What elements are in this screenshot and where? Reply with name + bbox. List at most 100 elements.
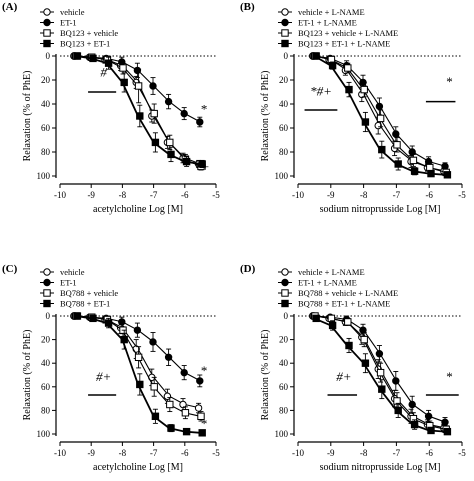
data-point-s3 bbox=[134, 82, 143, 90]
data-point-s4 bbox=[73, 52, 82, 60]
chart-panel-2: (B) 0 20 40 60 80 100-10 -9 -8 -7 -6 -5 sodium nitro… bbox=[240, 1, 466, 215]
y-axis-label: Relaxation (% of PhE) bbox=[22, 71, 33, 162]
data-point-s4 bbox=[151, 412, 160, 421]
x-tick-label: -10 bbox=[54, 448, 66, 458]
x-tick-label: -9 bbox=[327, 190, 335, 200]
y-tick-label: 80 bbox=[279, 147, 289, 157]
series-line-3 bbox=[314, 55, 446, 173]
x-axis-label: acetylcholine Log [M] bbox=[93, 204, 183, 215]
data-point-s3 bbox=[166, 400, 174, 409]
data-point-s4 bbox=[120, 335, 128, 344]
data-point-s2 bbox=[392, 130, 400, 138]
data-point-s2 bbox=[118, 318, 126, 326]
data-point-s2 bbox=[408, 400, 416, 409]
y-axis-label: Relaxation (% of PhE) bbox=[260, 330, 271, 421]
panel-label: (A) bbox=[2, 1, 18, 13]
data-point-s2 bbox=[408, 148, 416, 156]
x-tick-label: -6 bbox=[181, 448, 189, 458]
data-point-s4 bbox=[312, 52, 320, 60]
legend-entry: BQ123 + vehicle + L-NAME bbox=[298, 28, 398, 38]
data-point-s4 bbox=[427, 169, 435, 178]
data-point-s4 bbox=[328, 321, 337, 330]
legend-marker bbox=[281, 268, 289, 276]
data-point-s3 bbox=[197, 412, 205, 421]
data-point-s4 bbox=[182, 427, 191, 436]
significance-annotation: * bbox=[200, 363, 207, 378]
data-point-s3 bbox=[426, 163, 434, 172]
data-point-s4 bbox=[136, 112, 144, 120]
legend-marker bbox=[43, 268, 51, 276]
x-tick-label: -8 bbox=[119, 190, 127, 200]
data-point-s2 bbox=[441, 162, 449, 171]
data-point-s3 bbox=[181, 409, 190, 417]
data-point-s3 bbox=[393, 141, 401, 149]
data-point-s3 bbox=[393, 397, 401, 405]
data-point-s4 bbox=[443, 171, 452, 179]
legend-entry: ET-1 + L-NAME bbox=[298, 278, 357, 288]
data-point-s4 bbox=[167, 424, 175, 432]
y-tick-label: 40 bbox=[279, 99, 289, 109]
y-tick-label: 0 bbox=[46, 51, 51, 61]
data-point-s2 bbox=[164, 97, 173, 106]
x-tick-label: -8 bbox=[119, 448, 127, 458]
chart-panel-3: (C) 0 20 40 60 80 100-10 -9 -8 -7 -6 -5 acetylcholin… bbox=[2, 263, 220, 473]
x-tick-label: -5 bbox=[212, 190, 220, 200]
data-point-s3 bbox=[327, 314, 336, 323]
significance-annotation: * bbox=[446, 74, 453, 89]
x-tick-label: -6 bbox=[425, 448, 433, 458]
x-tick-label: -6 bbox=[181, 190, 189, 200]
data-point-s2 bbox=[149, 338, 157, 346]
y-tick-label: 20 bbox=[41, 75, 51, 85]
legend-marker bbox=[281, 289, 289, 297]
x-tick-label: -6 bbox=[425, 190, 433, 200]
data-point-s4 bbox=[361, 359, 370, 367]
data-point-s2 bbox=[133, 66, 142, 75]
legend-marker bbox=[43, 39, 51, 48]
x-tick-label: -10 bbox=[292, 448, 304, 458]
legend-marker bbox=[281, 29, 289, 37]
x-tick-label: -5 bbox=[212, 448, 220, 458]
x-tick-label: -7 bbox=[393, 190, 401, 200]
significance-annotation: # bbox=[100, 64, 107, 79]
data-point-s4 bbox=[120, 78, 128, 87]
data-point-s3 bbox=[344, 318, 352, 326]
x-axis-label: sodium nitroprusside Log [M] bbox=[320, 462, 441, 473]
data-point-s4 bbox=[345, 341, 353, 350]
legend-entry: vehicle + L-NAME bbox=[298, 7, 365, 17]
data-point-s4 bbox=[427, 426, 435, 435]
y-tick-label: 100 bbox=[275, 429, 289, 439]
legend-marker bbox=[281, 18, 289, 27]
y-tick-label: 100 bbox=[37, 429, 51, 439]
significance-annotation: *#+ bbox=[310, 84, 332, 99]
data-point-s3 bbox=[344, 64, 352, 72]
data-point-s3 bbox=[376, 368, 385, 377]
y-tick-label: 60 bbox=[41, 382, 51, 392]
x-tick-label: -9 bbox=[87, 448, 95, 458]
data-point-s4 bbox=[312, 314, 320, 323]
series-line-1 bbox=[314, 55, 446, 172]
data-point-s4 bbox=[443, 427, 452, 436]
data-point-s2 bbox=[180, 109, 188, 118]
data-point-s2 bbox=[441, 418, 449, 426]
y-tick-label: 20 bbox=[279, 75, 289, 85]
data-point-s3 bbox=[360, 335, 368, 344]
data-point-s4 bbox=[378, 385, 386, 393]
data-point-s2 bbox=[180, 368, 188, 377]
x-axis-label: sodium nitroprusside Log [M] bbox=[320, 204, 441, 215]
legend-entry: ET-1 + L-NAME bbox=[298, 18, 357, 28]
legend-marker bbox=[281, 278, 289, 287]
significance-annotation: * bbox=[446, 369, 453, 384]
y-tick-label: 80 bbox=[279, 405, 289, 415]
data-point-s2 bbox=[359, 326, 367, 334]
legend-marker bbox=[43, 289, 51, 297]
data-point-s3 bbox=[409, 156, 418, 165]
y-tick-label: 60 bbox=[41, 123, 51, 133]
data-point-s4 bbox=[328, 61, 337, 70]
chart-panel-1: (A) 0 20 40 60 80 100-10 -9 -8 -7 -6 -5 acetylcholin… bbox=[2, 1, 220, 215]
data-point-s3 bbox=[360, 85, 368, 94]
data-point-s3 bbox=[150, 383, 158, 391]
y-tick-label: 60 bbox=[279, 123, 289, 133]
x-tick-label: -10 bbox=[292, 190, 304, 200]
data-point-s2 bbox=[196, 118, 204, 126]
